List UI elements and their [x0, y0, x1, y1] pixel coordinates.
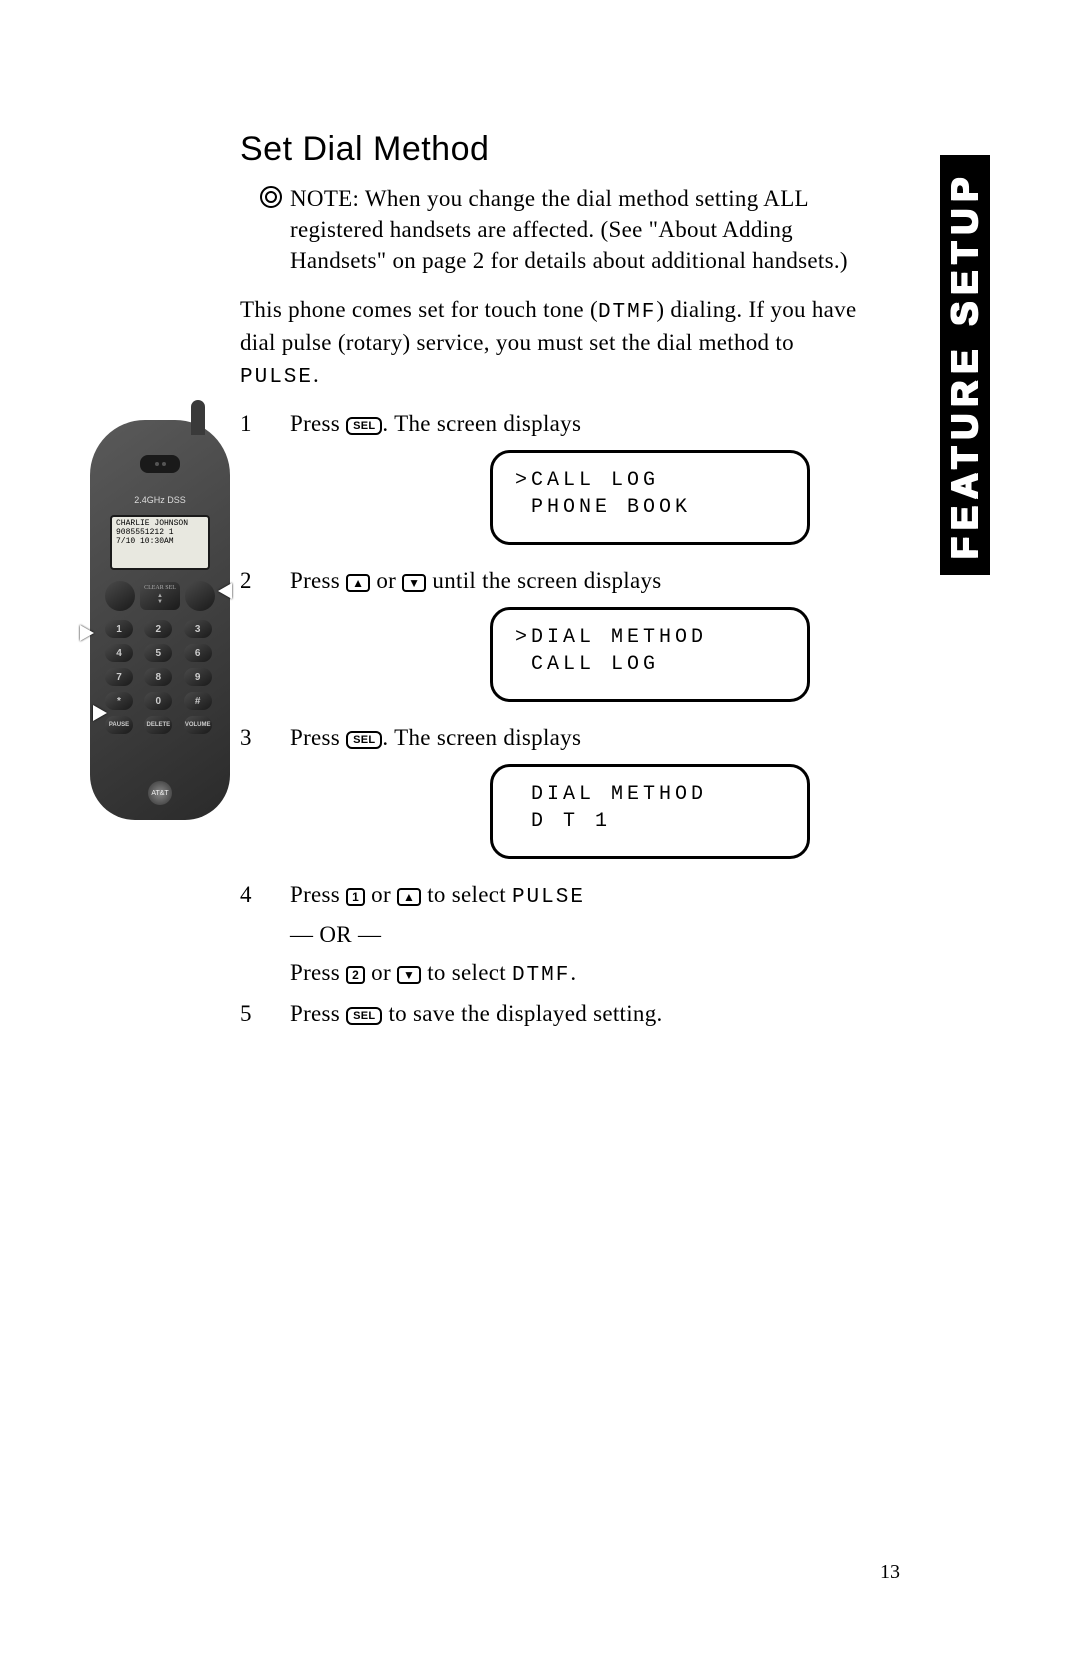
- up-key-icon: ▲: [397, 888, 421, 906]
- step-list: 1 Press SEL. The screen displays: [240, 408, 860, 440]
- sel-key-icon: SEL: [346, 731, 382, 749]
- phone-key: 2: [144, 620, 172, 638]
- step-content: Press 1 or ▲ to select PULSE — OR — Pres…: [290, 879, 860, 990]
- step-text: or: [370, 568, 402, 593]
- phone-nav-center: CLEAR SEL▲▼: [140, 582, 180, 610]
- key-2-icon: 2: [346, 966, 365, 984]
- lcd-display-1: >CALL LOG PHONE BOOK: [490, 450, 810, 545]
- intro-paragraph: This phone comes set for touch tone (DTM…: [240, 294, 860, 392]
- step-text: Press: [290, 1001, 346, 1026]
- down-key-icon: ▼: [397, 966, 421, 984]
- step-list: 2 Press ▲ or ▼ until the screen displays: [240, 565, 860, 597]
- callout-arrow-icon: [80, 625, 94, 641]
- step-text: or: [365, 882, 397, 907]
- section-tab: FEATURE SETUP: [940, 155, 990, 575]
- step-text: .: [570, 960, 576, 985]
- step-item-5: 5 Press SEL to save the displayed settin…: [240, 998, 860, 1030]
- page-title: Set Dial Method: [240, 130, 860, 169]
- phone-key-label: PAUSE: [105, 716, 133, 734]
- step-item-2: 2 Press ▲ or ▼ until the screen displays: [240, 565, 860, 597]
- step-text: until the screen displays: [426, 568, 661, 593]
- phone-key: 9: [184, 668, 212, 686]
- section-tab-label: FEATURE SETUP: [944, 171, 986, 559]
- key-1-icon: 1: [346, 888, 365, 906]
- step-text: to save the displayed setting.: [382, 1001, 662, 1026]
- lcd-display-2: >DIAL METHOD CALL LOG: [490, 607, 810, 702]
- step-text: to select: [421, 960, 512, 985]
- phone-key: 1: [105, 620, 133, 638]
- phone-body: 2.4GHz DSS CHARLIE JOHNSON 9085551212 1 …: [90, 420, 230, 820]
- note-icon: [260, 186, 282, 208]
- step-list: 4 Press 1 or ▲ to select PULSE — OR — Pr…: [240, 879, 860, 1030]
- lcd-display-3: DIAL METHOD D T 1: [490, 764, 810, 859]
- step-text: Press: [290, 568, 346, 593]
- step-text: to select: [421, 882, 512, 907]
- intro-pulse: PULSE: [240, 366, 313, 389]
- phone-nav-row: CLEAR SEL▲▼: [105, 580, 215, 612]
- step-text: Press: [290, 882, 346, 907]
- step-item-3: 3 Press SEL. The screen displays: [240, 722, 860, 754]
- step-value: PULSE: [512, 886, 585, 909]
- phone-brand-label: 2.4GHz DSS: [90, 495, 230, 505]
- sel-key-icon: SEL: [346, 1007, 382, 1025]
- step-content: Press SEL to save the displayed setting.: [290, 998, 860, 1030]
- phone-illustration: 2.4GHz DSS CHARLIE JOHNSON 9085551212 1 …: [90, 400, 250, 820]
- down-key-icon: ▼: [402, 574, 426, 592]
- note-prefix: NOTE:: [290, 186, 359, 211]
- step-content: Press SEL. The screen displays: [290, 408, 860, 440]
- up-key-icon: ▲: [346, 574, 370, 592]
- step-text: Press: [290, 960, 346, 985]
- step-text: Press: [290, 725, 346, 750]
- phone-lcd-screen: CHARLIE JOHNSON 9085551212 1 7/10 10:30A…: [110, 515, 210, 570]
- page-container: FEATURE SETUP 2.4GHz DSS CHARLIE JOHNSON…: [0, 0, 1080, 1669]
- step-text: . The screen displays: [382, 725, 581, 750]
- step-number: 5: [240, 998, 260, 1030]
- note-body: When you change the dial method setting …: [290, 186, 848, 273]
- step-item-1: 1 Press SEL. The screen displays: [240, 408, 860, 440]
- phone-lcd-line3: 7/10 10:30AM: [116, 538, 204, 547]
- phone-key: *: [105, 692, 133, 710]
- phone-key: 0: [144, 692, 172, 710]
- phone-antenna: [191, 400, 205, 435]
- or-separator: — OR —: [290, 919, 860, 951]
- sel-key-icon: SEL: [346, 417, 382, 435]
- intro-dtmf: DTMF: [598, 301, 656, 324]
- note-text: NOTE: When you change the dial method se…: [290, 183, 860, 276]
- page-number: 13: [880, 1561, 900, 1584]
- phone-key: 8: [144, 668, 172, 686]
- phone-key: #: [184, 692, 212, 710]
- callout-arrow-icon: [218, 583, 232, 599]
- phone-key: 4: [105, 644, 133, 662]
- phone-key-label: DELETE: [144, 716, 172, 734]
- phone-keypad: 1 2 3 4 5 6 7 8 9 * 0 # PAUSE DELETE VOL…: [105, 620, 215, 734]
- phone-key: 5: [144, 644, 172, 662]
- step-item-4: 4 Press 1 or ▲ to select PULSE — OR — Pr…: [240, 879, 860, 990]
- step-text: . The screen displays: [382, 411, 581, 436]
- callout-arrow-icon: [93, 705, 107, 721]
- phone-nav-right-button: [185, 581, 215, 611]
- intro-part3: .: [313, 362, 319, 387]
- step-number: 4: [240, 879, 260, 990]
- phone-key: 7: [105, 668, 133, 686]
- step-value: DTMF: [512, 964, 570, 987]
- step-content: Press SEL. The screen displays: [290, 722, 860, 754]
- content-area: Set Dial Method NOTE: When you change th…: [240, 130, 860, 1031]
- phone-logo: AT&T: [148, 781, 172, 805]
- step-content: Press ▲ or ▼ until the screen displays: [290, 565, 860, 597]
- phone-key-label: VOLUME: [184, 716, 212, 734]
- intro-part1: This phone comes set for touch tone (: [240, 297, 598, 322]
- step-list: 3 Press SEL. The screen displays: [240, 722, 860, 754]
- note-block: NOTE: When you change the dial method se…: [260, 183, 860, 276]
- phone-key: 3: [184, 620, 212, 638]
- phone-speaker: [140, 455, 180, 473]
- step-text: or: [365, 960, 397, 985]
- phone-nav-left-button: [105, 581, 135, 611]
- step-text: Press: [290, 411, 346, 436]
- phone-key: 6: [184, 644, 212, 662]
